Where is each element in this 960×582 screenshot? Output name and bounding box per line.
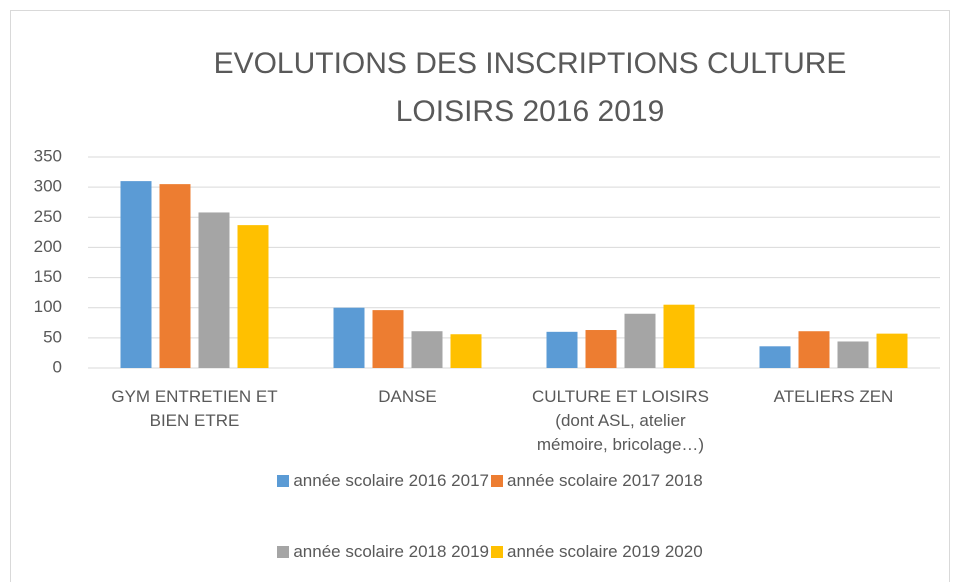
bar bbox=[120, 181, 152, 368]
bar bbox=[159, 184, 191, 368]
chart-frame bbox=[10, 10, 950, 582]
bar bbox=[372, 310, 404, 368]
bar bbox=[624, 313, 656, 368]
y-tick-label: 150 bbox=[34, 267, 62, 286]
y-tick-label: 250 bbox=[34, 207, 62, 226]
legend-item: année scolaire 2018 2019 bbox=[277, 539, 489, 565]
x-tick-label: CULTURE ET LOISIRS (dont ASL, atelier mé… bbox=[532, 387, 709, 454]
legend-swatch bbox=[277, 546, 290, 558]
legend-swatch bbox=[491, 475, 503, 487]
legend-item: année scolaire 2019 2020 bbox=[491, 539, 703, 565]
bar bbox=[798, 331, 830, 368]
bar bbox=[759, 346, 791, 368]
bar bbox=[450, 334, 482, 368]
bar bbox=[546, 331, 578, 368]
bar bbox=[837, 341, 869, 368]
bar bbox=[198, 212, 230, 368]
legend-item: année scolaire 2016 2017 bbox=[277, 468, 489, 494]
legend-swatch bbox=[491, 546, 503, 558]
bar bbox=[411, 331, 443, 368]
y-tick-label: 0 bbox=[53, 357, 62, 376]
legend-label: année scolaire 2017 2018 bbox=[507, 471, 703, 490]
legend-swatch bbox=[277, 475, 290, 487]
bar bbox=[663, 304, 695, 368]
legend-label: année scolaire 2019 2020 bbox=[507, 542, 703, 561]
chart-title: EVOLUTIONS DES INSCRIPTIONS CULTURE LOIS… bbox=[213, 47, 847, 128]
y-tick-label: 200 bbox=[34, 237, 62, 256]
y-tick-label: 350 bbox=[34, 146, 62, 165]
legend: année scolaire 2016 2017 année scolaire 2… bbox=[200, 468, 780, 565]
bar bbox=[876, 333, 908, 368]
bar bbox=[333, 307, 365, 368]
bar bbox=[585, 330, 617, 368]
y-tick-label: 300 bbox=[34, 177, 62, 196]
legend-label: année scolaire 2016 2017 bbox=[293, 471, 489, 490]
legend-label: année scolaire 2018 2019 bbox=[293, 542, 489, 561]
y-tick-label: 50 bbox=[43, 327, 62, 346]
bar bbox=[237, 225, 269, 368]
y-tick-label: 100 bbox=[34, 297, 62, 316]
x-tick-label: ATELIERS ZEN bbox=[773, 387, 894, 406]
x-tick-label: DANSE bbox=[378, 387, 437, 406]
legend-item: année scolaire 2017 2018 bbox=[491, 468, 703, 494]
x-tick-label: GYM ENTRETIEN ET BIEN ETRE bbox=[111, 387, 278, 430]
